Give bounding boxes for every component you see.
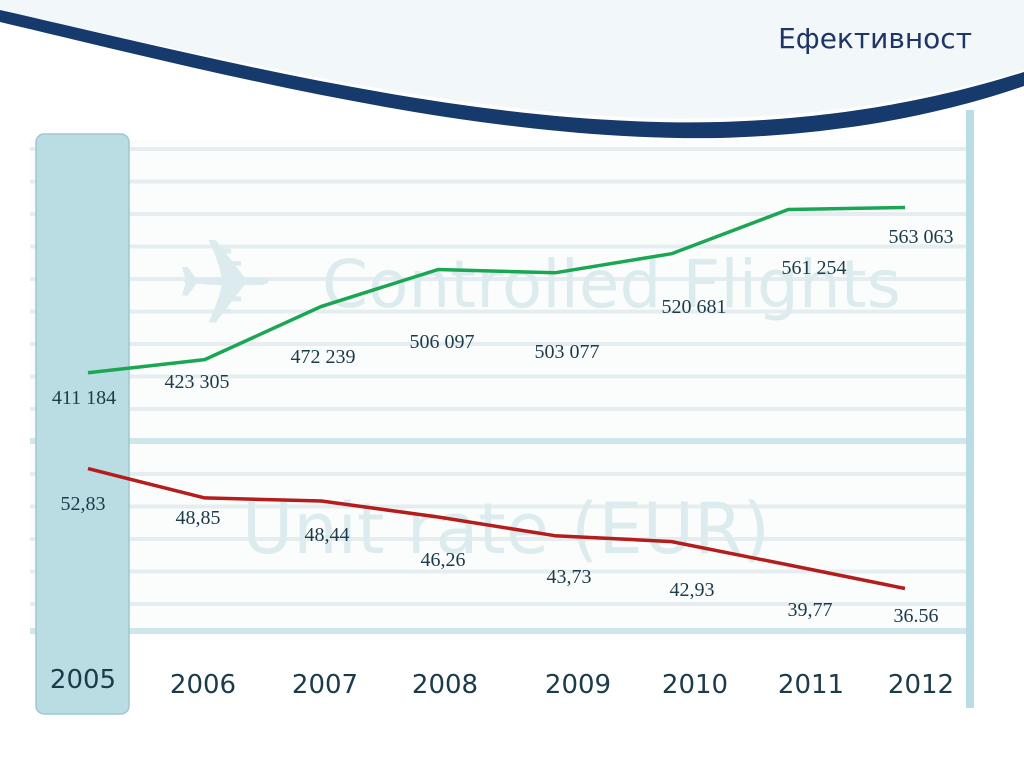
data-label: 46,26 [421, 549, 466, 571]
gridline [30, 342, 972, 346]
year-label: 2012 [888, 670, 954, 700]
gridline [30, 277, 972, 281]
gridline [30, 212, 972, 216]
page-title: Ефективност [778, 22, 972, 55]
data-label: 520 681 [662, 296, 727, 318]
data-label: 411 184 [52, 387, 116, 409]
series-lines [87, 205, 906, 591]
year-label: 2010 [662, 670, 728, 700]
series-line-unit-rate [87, 466, 906, 591]
data-label: 563 063 [889, 226, 954, 248]
year-axis: 2005 2006 2007 2008 2009 2010 2011 2012 [50, 665, 954, 700]
data-label: 503 077 [535, 341, 600, 363]
gridline [30, 472, 972, 476]
gridline [30, 602, 972, 606]
data-label: 561 254 [782, 257, 847, 279]
panel-bottom-rule [30, 628, 972, 634]
data-label: 423 305 [165, 371, 230, 393]
year-label: 2008 [412, 670, 478, 700]
gridline [30, 147, 972, 151]
highlight-column [35, 133, 130, 715]
plot-area-background [30, 140, 972, 635]
highlight-column-2005 [35, 133, 130, 715]
data-labels: 411 184 423 305 472 239 506 097 503 077 520 6… [52, 226, 954, 627]
airplane-icon: ✈ [175, 215, 276, 354]
year-label: 2005 [50, 665, 116, 695]
panel-divider [30, 438, 972, 444]
header-swoosh [0, 0, 1024, 139]
gridline [30, 537, 972, 541]
watermark-title-controlled-flights: Controlled Flights [322, 246, 901, 323]
data-label: 48,85 [176, 507, 221, 529]
gridline [30, 309, 972, 314]
gridline [30, 374, 972, 379]
year-label: 2006 [170, 670, 236, 700]
data-label: 36.56 [894, 605, 939, 627]
chart-gridlines [30, 110, 974, 708]
gridline [30, 569, 972, 574]
year-label: 2007 [292, 670, 358, 700]
gridline [30, 244, 972, 249]
series-line-controlled-flights [87, 205, 906, 375]
gridline [30, 504, 972, 509]
data-label: 42,93 [670, 579, 715, 601]
gridline [30, 179, 972, 184]
data-label: 506 097 [410, 331, 475, 353]
data-label: 472 239 [291, 346, 356, 368]
data-label: 52,83 [61, 493, 106, 515]
data-label: 43,73 [547, 566, 592, 588]
gridline [30, 407, 972, 411]
data-label: 39,77 [788, 599, 833, 621]
plot-right-border [966, 110, 974, 708]
year-label: 2011 [778, 670, 844, 700]
year-label: 2009 [545, 670, 611, 700]
data-label: 48,44 [305, 524, 350, 546]
